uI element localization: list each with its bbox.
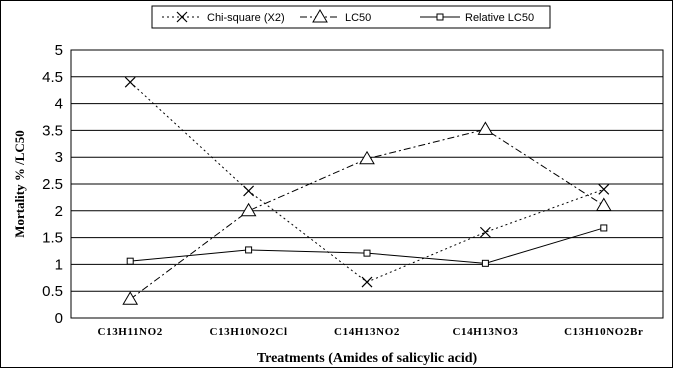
y-tick-label: 2.5 <box>42 176 63 193</box>
series-square <box>126 224 608 267</box>
x-tick-label: C14H13NO2 <box>334 326 400 338</box>
data-point <box>363 249 371 257</box>
legend: Chi-square (X2) LC50 Relative LC50 <box>151 5 551 29</box>
y-tick-label: 4.5 <box>42 69 63 86</box>
legend-item: Chi-square (X2) <box>162 11 285 24</box>
y-tick-label: 0 <box>55 310 63 327</box>
legend-marker <box>312 9 328 23</box>
x-tick-label: C14H13NO3 <box>452 326 518 338</box>
y-tick-label: 2 <box>55 203 63 220</box>
data-point <box>477 121 494 135</box>
legend-marker <box>436 13 444 21</box>
data-point <box>359 150 375 165</box>
legend-label: Chi-square (X2) <box>207 12 285 24</box>
x-tick-label: C13H10NO2Cl <box>210 326 288 338</box>
data-point <box>126 257 134 265</box>
data-point <box>598 183 610 195</box>
x-axis-label: Treatments (Amides of salicylic acid) <box>257 351 478 366</box>
grid-lines <box>71 76 663 292</box>
legend-marker <box>176 11 188 23</box>
y-tick-label: 4 <box>55 96 63 113</box>
data-point <box>240 202 257 217</box>
legend-item: Relative LC50 <box>420 12 534 24</box>
y-tick-label: 5 <box>55 42 63 59</box>
y-tick-label: 3.5 <box>42 122 63 139</box>
data-point <box>481 259 489 267</box>
y-tick-label: 1 <box>55 256 63 273</box>
series-line <box>129 128 605 300</box>
data-point <box>361 276 373 288</box>
y-tick-label: 1.5 <box>42 230 63 247</box>
y-axis-label: Mortality % /LC50 <box>12 130 27 238</box>
data-point <box>245 246 253 254</box>
data-point <box>122 291 139 305</box>
data-point <box>479 226 491 238</box>
series-x <box>124 76 610 288</box>
x-tick-labels: C13H11NO2 C13H10NO2Cl C14H13NO2 C14H13NO3 C1… <box>98 326 643 338</box>
data-point <box>600 224 608 232</box>
data-point <box>243 185 255 197</box>
y-tick-label: 3 <box>55 149 63 166</box>
legend-label: Relative LC50 <box>465 12 534 24</box>
x-tick-label: C13H11NO2 <box>98 326 163 338</box>
data-point <box>595 197 612 211</box>
legend-box <box>151 5 551 29</box>
legend-item: LC50 <box>300 9 371 24</box>
y-tick-labels: 0 0.5 1 1.5 2 2.5 3 3.5 4 4.5 5 <box>42 42 63 327</box>
y-tick-label: 0.5 <box>42 283 63 300</box>
series-group <box>122 76 612 305</box>
series-triangle <box>122 121 612 305</box>
x-tick-label: C13H10NO2Br <box>564 326 643 338</box>
data-point <box>124 76 136 88</box>
legend-label: LC50 <box>345 12 371 24</box>
